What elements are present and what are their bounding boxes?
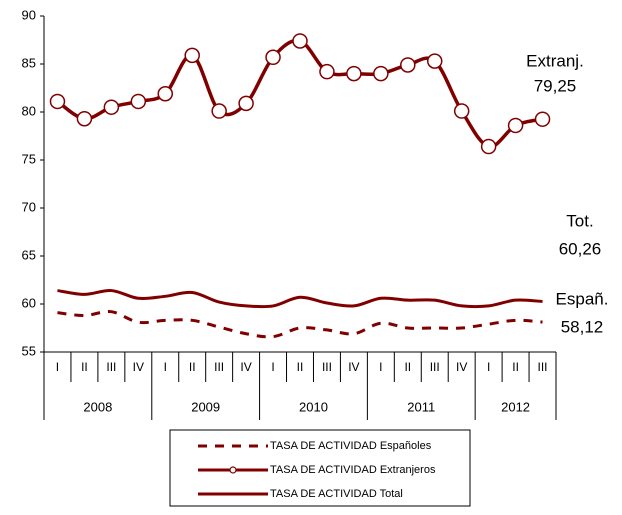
marker bbox=[426, 53, 443, 69]
series-line bbox=[57, 310, 543, 339]
year-label: 2009 bbox=[191, 399, 220, 414]
marker bbox=[76, 110, 93, 127]
marker bbox=[453, 103, 470, 119]
x-tick-label: III bbox=[538, 360, 548, 374]
legend-item: TASA DE ACTIVIDAD Españoles bbox=[198, 440, 432, 452]
year-label: 2011 bbox=[407, 399, 435, 414]
marker bbox=[49, 93, 66, 110]
x-tick-label: II bbox=[297, 360, 304, 374]
x-tick-label: I bbox=[164, 360, 167, 374]
y-tick-label: 75 bbox=[22, 151, 36, 166]
x-tick-label: I bbox=[379, 360, 382, 374]
x-tick-label: II bbox=[404, 360, 411, 374]
x-tick-label: II bbox=[81, 360, 88, 374]
series-line bbox=[57, 289, 543, 309]
marker bbox=[211, 103, 227, 119]
y-tick-label: 65 bbox=[22, 247, 36, 262]
annotation: 79,25 bbox=[534, 76, 577, 95]
annotation: Españ. bbox=[556, 289, 609, 308]
marker bbox=[400, 57, 416, 73]
legend-label: TASA DE ACTIVIDAD Españoles bbox=[270, 440, 432, 452]
series-line bbox=[56, 38, 543, 149]
y-tick-label: 70 bbox=[22, 199, 36, 214]
marker bbox=[130, 93, 147, 110]
y-tick-label: 60 bbox=[22, 295, 36, 310]
annotation: Tot. bbox=[566, 211, 593, 230]
legend-marker bbox=[229, 466, 237, 474]
x-tick-label: II bbox=[512, 360, 519, 374]
legend-label: TASA DE ACTIVIDAD Extranjeros bbox=[270, 464, 436, 476]
x-tick-label: III bbox=[322, 360, 332, 374]
annotation: 58,12 bbox=[561, 317, 604, 336]
marker bbox=[373, 65, 389, 82]
marker bbox=[534, 111, 551, 127]
legend-label: TASA DE ACTIVIDAD Total bbox=[270, 488, 403, 500]
y-tick-label: 90 bbox=[22, 7, 36, 22]
x-tick-label: III bbox=[214, 360, 224, 374]
x-tick-label: III bbox=[106, 360, 116, 374]
marker bbox=[292, 33, 308, 49]
marker bbox=[103, 99, 120, 115]
year-label: 2012 bbox=[501, 399, 530, 414]
x-tick-label: IV bbox=[456, 360, 467, 374]
legend-item: TASA DE ACTIVIDAD Total bbox=[198, 488, 403, 500]
annotation: 60,26 bbox=[559, 239, 602, 258]
x-tick-label: I bbox=[271, 360, 274, 374]
marker bbox=[265, 49, 281, 66]
y-tick-label: 55 bbox=[22, 343, 36, 358]
x-tick-label: III bbox=[430, 360, 440, 374]
marker bbox=[507, 117, 524, 134]
marker bbox=[480, 138, 497, 155]
x-tick-label: IV bbox=[133, 360, 144, 374]
marker bbox=[319, 63, 335, 80]
marker bbox=[184, 47, 200, 64]
y-tick-label: 80 bbox=[22, 103, 36, 118]
x-tick-label: IV bbox=[348, 360, 359, 374]
year-label: 2010 bbox=[299, 399, 328, 414]
year-label: 2008 bbox=[83, 399, 112, 414]
marker bbox=[157, 86, 174, 102]
x-tick-label: II bbox=[189, 360, 196, 374]
legend-item: TASA DE ACTIVIDAD Extranjeros bbox=[198, 464, 436, 476]
x-tick-label: I bbox=[56, 360, 59, 374]
x-tick-label: I bbox=[487, 360, 490, 374]
x-tick-label: IV bbox=[240, 360, 251, 374]
y-tick-label: 85 bbox=[22, 55, 36, 70]
marker bbox=[238, 95, 254, 112]
marker bbox=[346, 65, 362, 82]
annotation: Extranj. bbox=[526, 51, 584, 70]
